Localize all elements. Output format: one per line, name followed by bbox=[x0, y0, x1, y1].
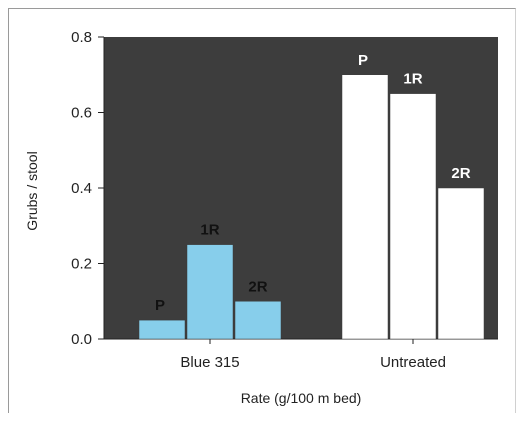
x-category-label: Blue 315 bbox=[180, 354, 239, 371]
bar-labels: P 1R 2R P 1R 2R bbox=[155, 52, 471, 314]
y-tick-label: 0.6 bbox=[71, 105, 92, 122]
bar-blue-315-2r bbox=[234, 301, 282, 340]
y-tick-label: 0.2 bbox=[71, 256, 92, 273]
bar-untreated-p bbox=[341, 74, 389, 340]
bar-untreated-1r bbox=[389, 93, 437, 340]
bar-label: 1R bbox=[200, 222, 219, 239]
chart-frame bbox=[8, 8, 516, 413]
bar-label: 2R bbox=[451, 165, 470, 182]
y-tick-label: 0.4 bbox=[71, 180, 92, 197]
bar-label: P bbox=[358, 52, 368, 69]
y-axis-title: Grubs / stool bbox=[24, 151, 40, 230]
bar-label: P bbox=[155, 297, 165, 314]
bar-label: 2R bbox=[248, 278, 267, 295]
y-axis: 0.0 0.2 0.4 0.6 0.8 bbox=[71, 29, 105, 348]
x-category-label: Untreated bbox=[380, 354, 446, 371]
x-axis-title: Rate (g/100 m bed) bbox=[241, 390, 362, 406]
bar-untreated-2r bbox=[437, 187, 485, 340]
bar-label: 1R bbox=[403, 71, 422, 88]
x-axis: Blue 315 Untreated bbox=[104, 338, 498, 371]
y-tick-label: 0.8 bbox=[71, 29, 92, 46]
bar-blue-315-1r bbox=[186, 244, 234, 340]
y-tick-label: 0.0 bbox=[71, 331, 92, 348]
bar-blue-315-p bbox=[138, 319, 186, 340]
bars bbox=[138, 74, 485, 340]
